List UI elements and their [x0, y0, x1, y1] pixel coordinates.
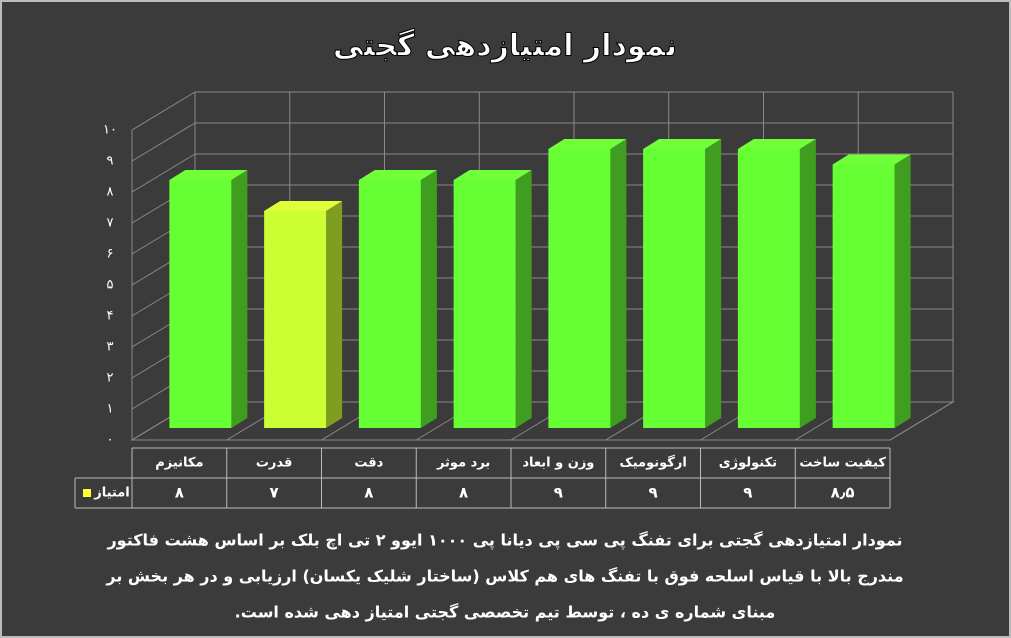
- bar-top: [643, 139, 722, 149]
- y-tick-label: ۲: [107, 371, 114, 386]
- bar-side: [610, 139, 627, 428]
- bar: [832, 164, 895, 428]
- value-label: ۹: [743, 484, 752, 502]
- value-label: ۹: [649, 484, 658, 502]
- bar: [548, 149, 611, 428]
- bar-side: [420, 170, 437, 428]
- annotation: نمودار امتیازدهی گجتی برای تفنگ پی سی پی…: [106, 531, 902, 551]
- grid-line: [131, 153, 196, 193]
- bar-top: [737, 139, 816, 149]
- x-tick-label: برد موثر: [436, 456, 490, 471]
- annotation: مبنای شماره ی ده ، توسط تیم تخصصی گجتی ا…: [235, 603, 776, 622]
- x-tick-label: دقت: [354, 456, 383, 471]
- bar: [169, 180, 232, 428]
- bar-top: [264, 201, 343, 211]
- x-tick-label: وزن و ابعاد: [522, 456, 594, 471]
- bar: [358, 180, 421, 428]
- x-tick-label: ارگونومیک: [619, 455, 686, 471]
- bar-side: [515, 170, 532, 428]
- chart-title: نمودار امتیازدهی گجتی: [333, 28, 677, 64]
- y-tick-label: ۱: [107, 402, 114, 417]
- y-tick-label: ۴: [107, 309, 114, 324]
- value-label: ۸: [175, 484, 184, 502]
- value-label: ۷: [270, 484, 279, 502]
- grid-line: [131, 122, 196, 162]
- legend-marker: [83, 489, 91, 497]
- y-tick-label: ۶: [107, 247, 114, 262]
- bar-top: [358, 170, 437, 180]
- annotation: مندرج بالا با قیاس اسلحه فوق با تفنگ های…: [105, 567, 903, 586]
- y-tick-label: ۱۰: [103, 123, 117, 138]
- value-label: ۸: [459, 484, 468, 502]
- value-label: ۹: [554, 484, 563, 502]
- bar-side: [231, 170, 248, 428]
- bar: [264, 211, 327, 428]
- bar-side: [894, 154, 911, 428]
- x-tick-label: تکنولوژی: [719, 456, 777, 471]
- y-tick-label: ۷: [107, 216, 114, 231]
- bar: [643, 149, 706, 428]
- bar-side: [326, 201, 343, 428]
- x-tick-label: قدرت: [256, 456, 293, 471]
- x-tick-label: مکانیزم: [155, 456, 203, 471]
- floor-line: [889, 401, 954, 441]
- value-label: ۸: [364, 484, 373, 502]
- value-label: ۸٫۵: [831, 484, 855, 502]
- y-tick-label: ۳: [107, 340, 114, 355]
- bar-top: [453, 170, 532, 180]
- bar-side: [799, 139, 816, 428]
- bar-top: [169, 170, 248, 180]
- x-tick-label: کیفیت ساخت: [799, 456, 886, 471]
- y-tick-label: ۰: [107, 433, 114, 448]
- bar: [453, 180, 516, 428]
- legend-label: امتیاز: [93, 486, 129, 501]
- bar-top: [832, 154, 911, 165]
- y-tick-label: ۸: [107, 185, 114, 200]
- y-tick-label: ۵: [107, 278, 114, 293]
- grid-line: [131, 91, 196, 131]
- bar-side: [705, 139, 722, 428]
- bar-top: [548, 139, 627, 149]
- y-tick-label: ۹: [107, 154, 114, 169]
- bar: [737, 149, 800, 428]
